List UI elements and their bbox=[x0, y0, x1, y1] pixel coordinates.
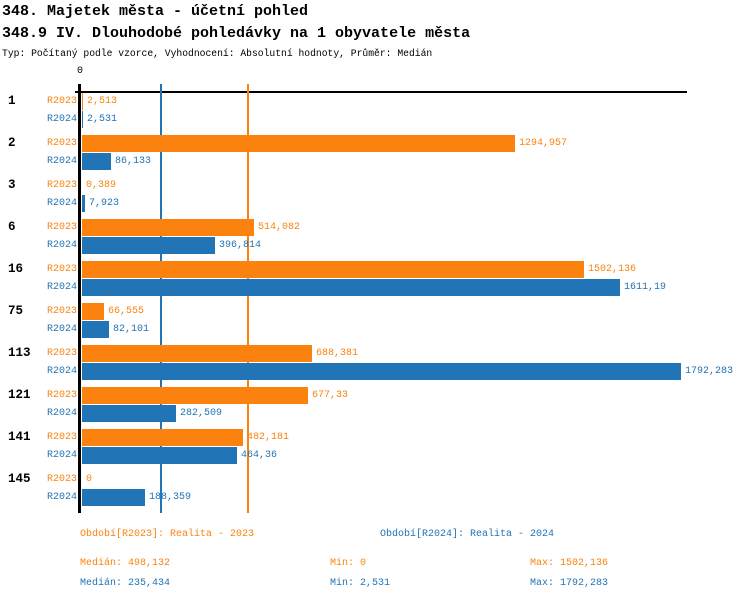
stat-max-r2024: Max: 1792,283 bbox=[530, 578, 609, 589]
category-label: 6 bbox=[8, 220, 16, 234]
stat-max-r2023: Max: 1502,136 bbox=[530, 558, 609, 569]
value-label-r2024: 396,814 bbox=[219, 240, 262, 251]
chart-meta-line: Typ: Počítaný podle vzorce, Vyhodnocení:… bbox=[2, 48, 433, 59]
value-label-r2024: 1792,283 bbox=[685, 366, 734, 377]
bar-r2024 bbox=[82, 321, 109, 338]
series-label-r2023: R2023 bbox=[46, 474, 77, 485]
series-label-r2023: R2023 bbox=[46, 432, 77, 443]
legend-r2024: Období[R2024]: Realita - 2024 bbox=[380, 529, 555, 540]
bar-r2023 bbox=[82, 93, 83, 110]
page-title: 348. Majetek města - účetní pohled bbox=[2, 3, 309, 20]
category-label: 113 bbox=[8, 346, 31, 360]
bar-r2024 bbox=[82, 111, 83, 128]
value-label-r2024: 464,36 bbox=[241, 450, 278, 461]
category-label: 3 bbox=[8, 178, 16, 192]
series-label-r2024: R2024 bbox=[46, 240, 77, 251]
value-label-r2023: 1502,136 bbox=[588, 264, 637, 275]
bar-r2023 bbox=[82, 261, 584, 278]
bar-r2023 bbox=[82, 303, 104, 320]
y-axis-line bbox=[78, 84, 81, 513]
bar-r2024 bbox=[82, 363, 681, 380]
value-label-r2024: 82,101 bbox=[113, 324, 150, 335]
series-label-r2023: R2023 bbox=[46, 306, 77, 317]
series-label-r2024: R2024 bbox=[46, 198, 77, 209]
value-label-r2024: 2,531 bbox=[87, 114, 118, 125]
bar-r2023 bbox=[82, 429, 243, 446]
category-label: 121 bbox=[8, 388, 31, 402]
value-label-r2024: 7,923 bbox=[89, 198, 120, 209]
value-label-r2023: 1294,957 bbox=[519, 138, 568, 149]
series-label-r2023: R2023 bbox=[46, 264, 77, 275]
bar-r2023 bbox=[82, 219, 254, 236]
stat-min-r2023: Min: 0 bbox=[330, 558, 367, 569]
series-label-r2024: R2024 bbox=[46, 114, 77, 125]
series-label-r2023: R2023 bbox=[46, 390, 77, 401]
x-axis-origin-tick: 0 bbox=[76, 66, 84, 77]
bar-r2024 bbox=[82, 489, 145, 506]
stat-median-r2024: Medián: 235,434 bbox=[80, 578, 171, 589]
series-label-r2023: R2023 bbox=[46, 138, 77, 149]
legend-r2023: Období[R2023]: Realita - 2023 bbox=[80, 529, 255, 540]
bar-r2024 bbox=[82, 195, 85, 212]
value-label-r2024: 282,509 bbox=[180, 408, 223, 419]
bar-r2024 bbox=[82, 405, 176, 422]
series-label-r2023: R2023 bbox=[46, 96, 77, 107]
category-label: 2 bbox=[8, 136, 16, 150]
x-axis-line bbox=[75, 91, 687, 93]
value-label-r2024: 86,133 bbox=[115, 156, 152, 167]
stat-min-r2024: Min: 2,531 bbox=[330, 578, 391, 589]
series-label-r2024: R2024 bbox=[46, 366, 77, 377]
value-label-r2023: 482,181 bbox=[247, 432, 290, 443]
bar-r2024 bbox=[82, 237, 215, 254]
value-label-r2023: 0,389 bbox=[86, 180, 117, 191]
series-label-r2024: R2024 bbox=[46, 324, 77, 335]
bar-r2024 bbox=[82, 279, 620, 296]
value-label-r2023: 2,513 bbox=[87, 96, 118, 107]
bar-r2023 bbox=[82, 135, 515, 152]
value-label-r2023: 677,33 bbox=[312, 390, 349, 401]
value-label-r2023: 0 bbox=[86, 474, 93, 485]
series-label-r2024: R2024 bbox=[46, 450, 77, 461]
value-label-r2024: 188,359 bbox=[149, 492, 192, 503]
value-label-r2024: 1611,19 bbox=[624, 282, 667, 293]
chart-subtitle: 348.9 IV. Dlouhodobé pohledávky na 1 oby… bbox=[2, 25, 471, 42]
plot-area: 1 R2023 2,513 R2024 2,531 2 R2023 1294,957 R2024… bbox=[0, 92, 750, 512]
series-label-r2023: R2023 bbox=[46, 222, 77, 233]
bar-r2023 bbox=[82, 345, 312, 362]
value-label-r2023: 688,381 bbox=[316, 348, 359, 359]
series-label-r2023: R2023 bbox=[46, 348, 77, 359]
series-label-r2023: R2023 bbox=[46, 180, 77, 191]
category-label: 75 bbox=[8, 304, 24, 318]
value-label-r2023: 66,555 bbox=[108, 306, 145, 317]
category-label: 145 bbox=[8, 472, 31, 486]
series-label-r2024: R2024 bbox=[46, 492, 77, 503]
category-label: 16 bbox=[8, 262, 24, 276]
series-label-r2024: R2024 bbox=[46, 408, 77, 419]
bar-r2024 bbox=[82, 153, 111, 170]
value-label-r2023: 514,082 bbox=[258, 222, 301, 233]
median-line-r2023 bbox=[247, 84, 249, 513]
category-label: 1 bbox=[8, 94, 16, 108]
series-label-r2024: R2024 bbox=[46, 282, 77, 293]
median-line-r2024 bbox=[160, 84, 162, 513]
stat-median-r2023: Medián: 498,132 bbox=[80, 558, 171, 569]
series-label-r2024: R2024 bbox=[46, 156, 77, 167]
category-label: 141 bbox=[8, 430, 31, 444]
bar-r2023 bbox=[82, 387, 308, 404]
bar-r2024 bbox=[82, 447, 237, 464]
